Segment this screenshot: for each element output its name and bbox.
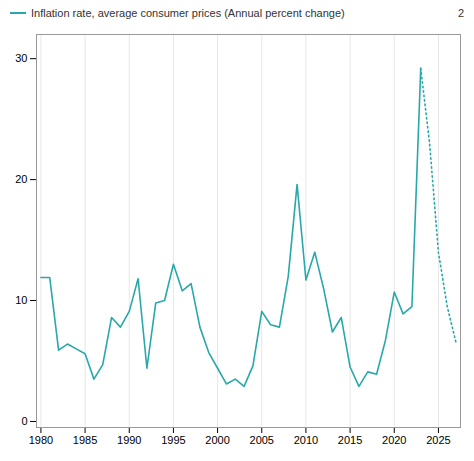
- svg-text:2015: 2015: [338, 434, 362, 446]
- svg-text:0: 0: [21, 415, 27, 427]
- svg-text:2025: 2025: [426, 434, 450, 446]
- svg-text:2005: 2005: [250, 434, 274, 446]
- svg-text:1990: 1990: [117, 434, 141, 446]
- svg-text:2020: 2020: [382, 434, 406, 446]
- svg-text:1995: 1995: [161, 434, 185, 446]
- svg-text:2000: 2000: [205, 434, 229, 446]
- svg-text:20: 20: [15, 173, 27, 185]
- svg-text:10: 10: [15, 294, 27, 306]
- svg-text:30: 30: [15, 52, 27, 64]
- svg-text:1980: 1980: [29, 434, 53, 446]
- html-text:2: 2: [457, 7, 464, 19]
- html-text:Inflation rate, average consum: Inflation rate, average consumer prices …: [31, 7, 345, 19]
- svg-text:2010: 2010: [294, 434, 318, 446]
- svg-text:1985: 1985: [73, 434, 97, 446]
